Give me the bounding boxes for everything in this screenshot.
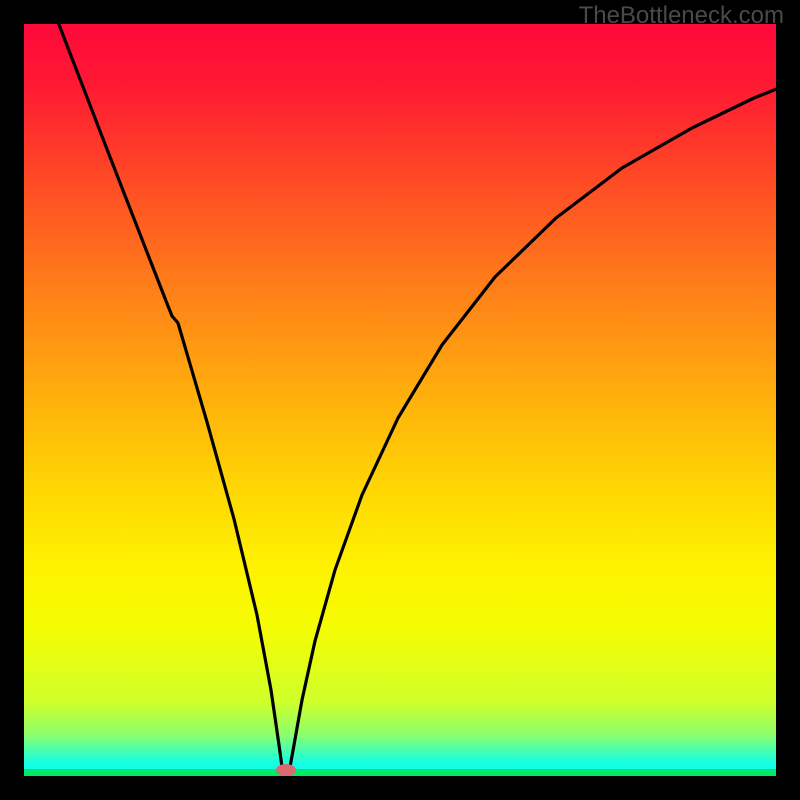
bottleneck-chart (0, 0, 800, 800)
green-baseline-band (24, 769, 776, 776)
plot-background (24, 24, 776, 776)
optimal-point-marker (276, 764, 296, 776)
watermark-text: TheBottleneck.com (579, 2, 784, 30)
chart-container: TheBottleneck.com (0, 0, 800, 800)
